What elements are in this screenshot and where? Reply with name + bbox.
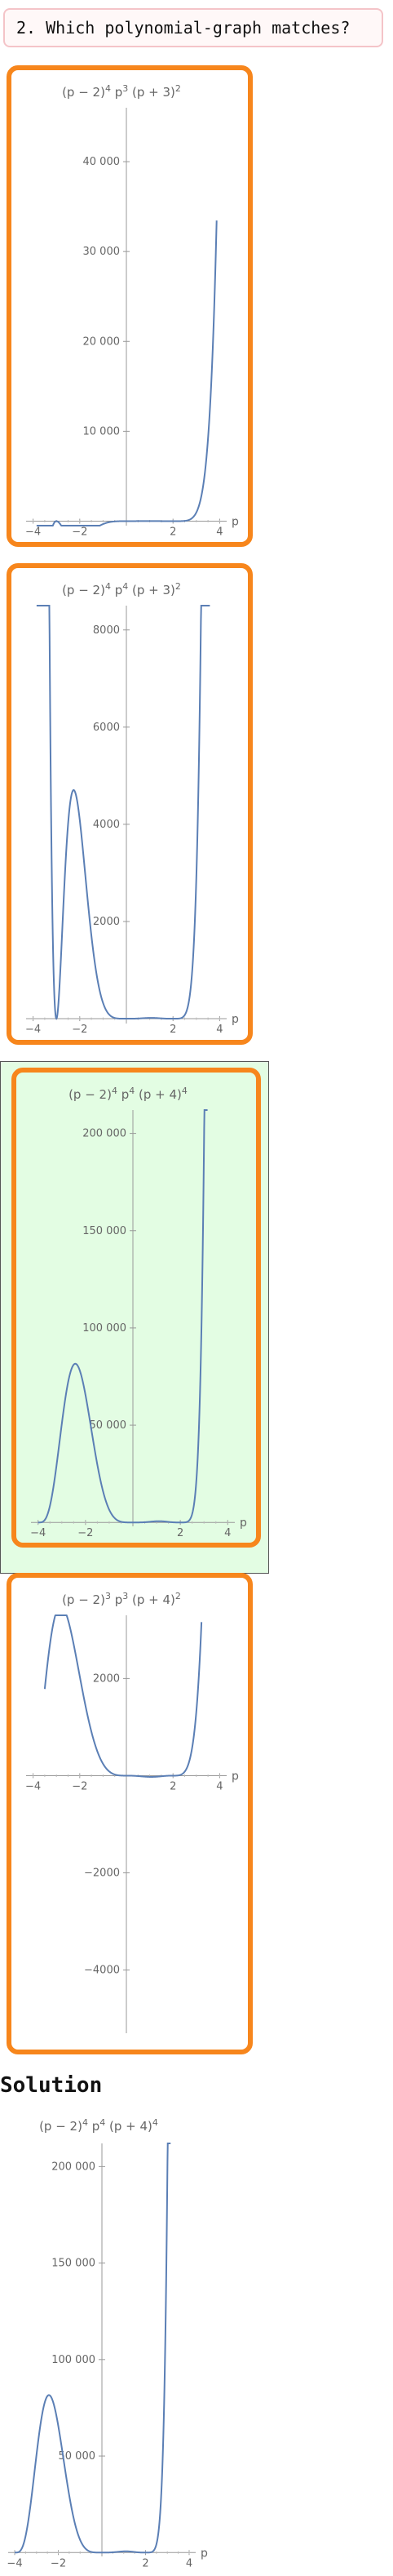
x-tick-label: −4 (25, 1024, 41, 1036)
x-tick-label: −2 (72, 526, 87, 538)
y-tick-label: 2000 (93, 1672, 120, 1685)
x-tick-label: −4 (7, 2557, 22, 2569)
x-tick-label: 2 (170, 1780, 176, 1792)
plot-title: (p − 2)4 p4 (p + 3)2 (62, 581, 181, 597)
y-tick-label: 2000 (93, 916, 120, 928)
y-tick-label: 30 000 (83, 246, 121, 258)
y-tick-label: 40 000 (83, 156, 121, 168)
polynomial-curve (36, 605, 210, 1020)
solution-plot: (p − 2)4 p4 (p + 4)4 −4 −2 2 4 p 50 000 100 000… (0, 2106, 214, 2574)
question-header: 2. Which polynomial-graph matches? (3, 8, 383, 47)
y-tick-label: 100 000 (51, 2354, 95, 2366)
choice-option-2[interactable]: (p − 2)4 p4 (p + 3)2 −4 −2 2 4 p 2000 4000 6000 8… (7, 563, 253, 1045)
plot-svg: (p − 2)4 p4 (p + 4)4 −4 −2 2 4p 50 000 100 000… (7, 2117, 208, 2569)
plot-title: (p − 2)3 p3 (p + 4)2 (62, 1591, 181, 1607)
y-tick-label: 150 000 (51, 2258, 95, 2270)
question-text: 2. Which polynomial-graph matches? (16, 18, 351, 38)
y-tick-label: 6000 (93, 722, 120, 734)
y-tick-label: 200 000 (51, 2161, 95, 2173)
choice-option-1[interactable]: (p − 2)4 p3 (p + 3)2 −4 −2 2 4 p 10 000 20 000 3… (7, 65, 253, 547)
x-axis-label: p (201, 2547, 208, 2560)
x-tick-label: −2 (51, 2557, 66, 2569)
y-tick-label: 4000 (93, 819, 120, 831)
x-tick-label: 4 (224, 1527, 231, 1539)
x-tick-label: −2 (77, 1527, 93, 1539)
plot-title: (p − 2)4 p4 (p + 4)4 (68, 1086, 188, 1102)
y-tick-label: −2000 (84, 1868, 120, 1880)
y-tick-label: −4000 (84, 1965, 120, 1977)
x-tick-label: 4 (216, 1024, 223, 1036)
y-tick-label: 100 000 (82, 1322, 126, 1335)
x-axis-label: p (232, 515, 239, 528)
x-tick-label: −2 (72, 1780, 87, 1792)
plot-svg: (p − 2)4 p3 (p + 3)2 −4 −2 2 4p 10 000 20 000 3… (25, 83, 239, 538)
y-tick-label: 20 000 (83, 335, 121, 348)
y-tick-label: 150 000 (82, 1225, 126, 1237)
polynomial-curve (38, 1109, 208, 1524)
plot-title: (p − 2)4 p4 (p + 4)4 (39, 2117, 158, 2134)
plot-title: (p − 2)4 p3 (p + 3)2 (62, 83, 181, 100)
x-tick-label: 2 (142, 2557, 148, 2569)
polynomial-curve (15, 2143, 171, 2554)
x-tick-label: −4 (25, 526, 41, 538)
x-tick-label: 2 (177, 1527, 183, 1539)
y-tick-label: 50 000 (59, 2450, 96, 2463)
x-tick-label: 2 (170, 526, 176, 538)
x-axis-label: p (232, 1770, 239, 1783)
x-axis-label: p (240, 1517, 247, 1530)
polynomial-curve (36, 220, 218, 526)
y-tick-label: 10 000 (83, 425, 121, 437)
y-tick-label: 8000 (93, 624, 120, 637)
x-tick-label: 4 (216, 1780, 223, 1792)
x-tick-label: 4 (186, 2557, 192, 2569)
x-tick-label: 4 (216, 526, 223, 538)
x-tick-label: 2 (170, 1024, 176, 1036)
solution-heading: Solution (0, 2073, 103, 2098)
choice-option-3[interactable]: (p − 2)4 p4 (p + 4)4 −4 −2 2 4 p 50 000 100 000… (11, 1068, 261, 1548)
polynomial-curve (43, 1614, 203, 1778)
y-tick-label: 200 000 (82, 1128, 126, 1140)
choice-option-4[interactable]: (p − 2)3 p3 (p + 4)2 −4 −2 2 4 p 2000 −2000 −400… (7, 1573, 253, 2054)
x-axis-label: p (232, 1013, 239, 1026)
x-tick-label: −2 (72, 1024, 87, 1036)
plot-svg: (p − 2)4 p4 (p + 3)2 −4 −2 2 4p 2000 4000 6000 8… (25, 581, 239, 1036)
plot-svg: (p − 2)4 p4 (p + 4)4 −4 −2 2 4p 50 000 100 000… (30, 1086, 247, 1539)
plot-svg: (p − 2)3 p3 (p + 4)2 −4 −2 2 4p 2000 −2000 −400… (25, 1591, 239, 2033)
x-tick-label: −4 (25, 1780, 41, 1792)
selected-choice-highlight (0, 1061, 269, 1574)
x-tick-label: −4 (30, 1527, 46, 1539)
y-tick-label: 50 000 (90, 1419, 127, 1432)
